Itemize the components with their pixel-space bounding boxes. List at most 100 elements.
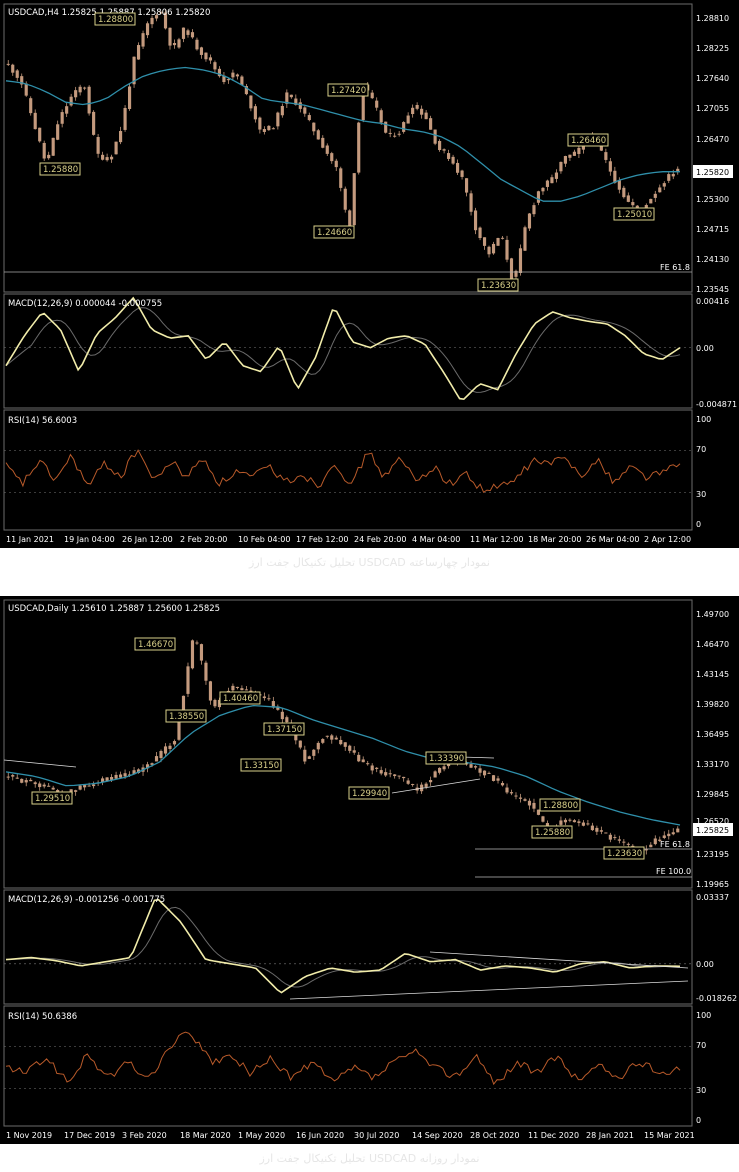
candle-body	[509, 792, 514, 794]
candle-body	[608, 834, 612, 840]
candle-body	[136, 45, 141, 60]
candle-body	[74, 790, 78, 792]
daily-current-price: 1.25825	[696, 826, 729, 835]
h4-rsi-tick: 0	[696, 520, 701, 529]
candle-body	[33, 112, 37, 130]
candle-body	[617, 839, 621, 841]
candle-body	[253, 106, 257, 120]
candle-body	[393, 774, 397, 777]
candle-body	[447, 763, 451, 767]
candle-body	[658, 187, 662, 193]
candle-body	[101, 778, 105, 783]
daily-ytick: 1.33170	[696, 760, 729, 769]
candle-body	[316, 742, 320, 750]
candle-body	[433, 771, 437, 778]
candle-body	[366, 763, 370, 765]
daily-price-label: 1.28800	[539, 798, 581, 812]
candle-body	[330, 153, 334, 162]
candle-body	[572, 151, 576, 156]
h4-fe-label: FE 61.8	[660, 263, 690, 272]
svg-text:1.27420: 1.27420	[331, 86, 366, 96]
daily-rsi-tick: 30	[696, 1086, 706, 1095]
candle-body	[240, 76, 244, 85]
candle-body	[357, 122, 361, 173]
candle-body	[6, 776, 10, 778]
candle-body	[123, 773, 127, 777]
candle-body	[199, 47, 204, 55]
candle-body	[20, 76, 24, 85]
candle-body	[518, 797, 523, 799]
candle-body	[289, 94, 293, 98]
candle-body	[577, 821, 581, 823]
h4-ytick: 1.28225	[696, 44, 729, 53]
candle-body	[626, 195, 630, 202]
candle-body	[482, 770, 487, 776]
svg-text:1.28800: 1.28800	[98, 15, 133, 25]
candle-body	[136, 769, 141, 773]
h4-current-price: 1.25820	[696, 168, 729, 177]
h4-rsi-tick: 70	[696, 445, 706, 454]
rsi-line	[5, 1031, 681, 1086]
daily-date-label: 1 Nov 2019	[6, 1131, 52, 1140]
candle-body	[42, 784, 46, 787]
candle-body	[280, 105, 284, 116]
candle-body	[150, 763, 154, 765]
candle-body	[554, 172, 559, 179]
candle-body	[559, 820, 563, 825]
candle-body	[20, 778, 24, 783]
h4-price-label: 1.25010	[613, 207, 655, 221]
candle-body	[11, 64, 15, 73]
svg-text:1.25880: 1.25880	[43, 165, 78, 175]
h4-chart: USDCAD,H4 1.25825 1.25887 1.25806 1.2582…	[0, 0, 739, 548]
h4-date-label: 2 Feb 20:00	[180, 535, 227, 544]
candle-body	[244, 86, 248, 95]
candle-body	[348, 210, 352, 228]
candle-body	[249, 95, 253, 109]
h4-price-panel	[3, 3, 693, 293]
svg-text:1.26460: 1.26460	[571, 136, 606, 146]
candle-body	[105, 777, 109, 781]
h4-rsi-tick: 30	[696, 490, 706, 499]
candle-body	[105, 157, 109, 161]
svg-text:1.40460: 1.40460	[223, 694, 258, 704]
h4-current-price-box	[693, 165, 733, 178]
candle-body	[65, 106, 69, 114]
daily-price-label: 1.25880	[531, 825, 573, 839]
h4-rsi-tick: 100	[696, 415, 711, 424]
macd-signal-line	[5, 307, 681, 393]
daily-caption: تحلیل تکنیکال جفت ارز USDCAD نمودار روزا…	[259, 1152, 480, 1165]
daily-ytick: 1.49700	[696, 610, 729, 619]
candle-body	[361, 759, 365, 763]
daily-price-label: 1.23630	[603, 846, 645, 860]
candle-body	[388, 132, 392, 134]
candle-body	[11, 775, 15, 777]
daily-date-label: 1 May 2020	[238, 1131, 285, 1140]
candle-body	[469, 764, 473, 768]
candle-body	[92, 784, 96, 787]
candle-body	[303, 749, 307, 762]
candle-body	[397, 775, 401, 777]
candle-body	[429, 118, 433, 130]
candle-body	[464, 178, 469, 193]
candle-body	[294, 731, 298, 741]
daily-date-label: 3 Feb 2020	[122, 1131, 167, 1140]
candle-body	[47, 154, 51, 159]
candle-body	[595, 827, 599, 832]
candle-body	[406, 780, 410, 784]
candle-body	[496, 778, 500, 781]
daily-rsi-tick: 70	[696, 1041, 706, 1050]
h4-macd-title: MACD(12,26,9) 0.000044 -0.000755	[8, 299, 162, 309]
moving-average-line	[5, 704, 681, 826]
daily-price-label: 1.40460	[219, 691, 261, 705]
candle-body	[487, 772, 491, 774]
candle-body	[204, 662, 208, 681]
candle-body	[47, 785, 51, 787]
candle-body	[532, 205, 536, 215]
candle-body	[370, 92, 374, 99]
h4-macd-tick: 0.00	[696, 344, 714, 353]
candle-body	[74, 90, 78, 98]
h4-ytick: 1.24130	[696, 255, 729, 264]
candle-body	[87, 86, 91, 114]
candle-body	[536, 809, 541, 815]
candle-body	[163, 746, 168, 754]
